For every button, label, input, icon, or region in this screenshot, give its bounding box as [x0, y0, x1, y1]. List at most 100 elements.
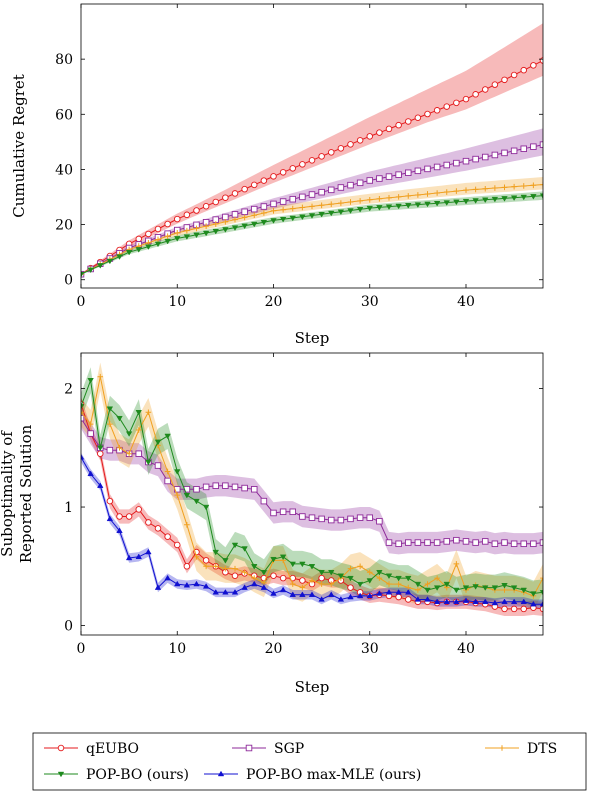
y-tick-label: 80	[55, 52, 73, 68]
data-point	[492, 185, 498, 191]
data-point	[424, 596, 431, 602]
data-point	[385, 204, 393, 210]
data-point	[433, 163, 441, 171]
data-point	[212, 589, 219, 595]
x-axis-label: Step	[295, 678, 330, 696]
data-point	[289, 195, 297, 203]
data-point	[183, 581, 191, 588]
data-point	[126, 450, 132, 457]
data-point	[453, 99, 460, 107]
data-point	[308, 213, 316, 219]
data-point	[270, 218, 277, 224]
data-point	[347, 199, 354, 205]
legend-marker	[499, 745, 505, 751]
data-point	[443, 598, 450, 605]
data-point	[530, 62, 537, 69]
x-axis-label: Step	[295, 329, 330, 347]
data-point	[164, 238, 171, 245]
data-point	[81, 272, 85, 278]
data-point	[482, 197, 489, 204]
data-point	[395, 171, 402, 178]
data-point	[463, 187, 469, 193]
x-tick-label: 30	[361, 641, 379, 657]
legend-marker	[57, 744, 65, 752]
data-point	[145, 244, 152, 250]
data-point	[241, 546, 248, 552]
data-point	[251, 564, 258, 570]
data-point	[184, 522, 190, 528]
data-point	[308, 564, 316, 570]
data-point	[87, 267, 94, 274]
data-point	[202, 557, 210, 564]
data-point	[97, 482, 104, 488]
data-point	[385, 539, 393, 546]
data-point	[270, 207, 277, 214]
data-point	[337, 596, 345, 602]
data-point	[424, 191, 431, 197]
data-point	[405, 589, 412, 595]
data-point	[308, 591, 316, 597]
data-point	[491, 599, 499, 606]
data-point	[260, 203, 268, 210]
data-point	[501, 196, 508, 202]
data-point	[376, 196, 383, 202]
data-point	[174, 469, 181, 475]
data-point	[135, 410, 142, 416]
data-point	[530, 182, 537, 189]
data-point	[472, 186, 479, 193]
data-point	[250, 181, 258, 189]
data-point	[289, 205, 296, 212]
data-point	[135, 247, 142, 253]
data-point	[376, 575, 383, 581]
data-point	[183, 563, 191, 570]
data-point	[530, 194, 537, 200]
data-point	[337, 145, 345, 152]
data-point	[164, 233, 171, 239]
data-point	[308, 191, 316, 198]
series-markers	[81, 373, 543, 599]
data-point	[299, 214, 306, 221]
data-point	[203, 223, 209, 230]
data-point	[520, 540, 528, 548]
plot-frame	[80, 352, 544, 636]
data-point	[299, 193, 306, 201]
data-point	[222, 227, 229, 233]
legend-entry-pop-bo-max-mle-ours-: POP-BO max-MLE (ours)	[204, 767, 421, 783]
data-point	[395, 194, 402, 200]
data-point	[520, 605, 528, 613]
data-point	[135, 506, 142, 513]
data-point	[510, 147, 518, 155]
y-axis-label-line1: Suboptimality of	[0, 430, 16, 557]
data-point	[395, 540, 402, 548]
data-point	[347, 575, 354, 582]
data-point	[241, 584, 248, 590]
data-point	[231, 225, 239, 231]
data-point	[510, 195, 518, 201]
data-point	[183, 234, 191, 240]
data-point	[222, 482, 229, 489]
data-point	[318, 596, 325, 602]
data-point	[154, 439, 162, 446]
data-point	[540, 575, 543, 581]
data-point	[202, 583, 210, 589]
legend-label: POP-BO max-MLE (ours)	[246, 767, 421, 783]
data-point	[376, 175, 383, 182]
data-point	[231, 483, 239, 491]
data-point	[366, 514, 374, 521]
data-point	[231, 589, 239, 595]
data-point	[202, 202, 210, 210]
data-point	[472, 91, 479, 98]
data-point	[193, 225, 200, 232]
data-point	[539, 605, 543, 613]
data-point	[106, 406, 114, 412]
data-point	[231, 211, 239, 218]
data-point	[424, 165, 431, 173]
data-point	[376, 129, 383, 136]
data-point	[385, 573, 393, 580]
data-point	[356, 581, 364, 588]
data-point	[145, 230, 152, 238]
y-tick-label: 1	[64, 500, 73, 516]
data-point	[366, 196, 373, 203]
data-point	[279, 169, 287, 176]
data-point	[116, 415, 123, 422]
